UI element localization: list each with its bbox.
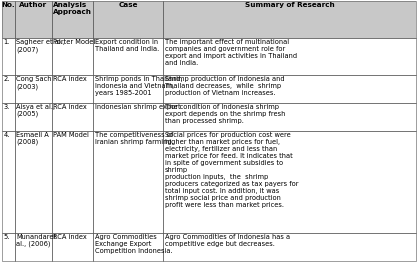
Bar [52, 131, 93, 233]
Text: Agro Commodities of Indonesia has a
competitive edge but decreases.: Agro Commodities of Indonesia has a comp… [165, 234, 290, 247]
Bar [163, 1, 416, 38]
Bar [15, 38, 52, 75]
Text: Analysis
Approach: Analysis Approach [53, 2, 92, 15]
Bar [15, 75, 52, 103]
Bar [163, 38, 416, 75]
Bar [2, 1, 15, 38]
Text: 3.: 3. [4, 104, 10, 110]
Bar [163, 103, 416, 131]
Bar [2, 1, 15, 38]
Text: Aisya et al.,
(2005): Aisya et al., (2005) [16, 104, 55, 117]
Bar [93, 38, 163, 75]
Bar [93, 131, 163, 233]
Bar [15, 75, 52, 103]
Text: Case: Case [119, 2, 138, 8]
Bar [15, 103, 52, 131]
Bar [163, 103, 416, 131]
Bar [2, 38, 15, 75]
Bar [15, 1, 52, 38]
Bar [93, 233, 163, 261]
Text: Porter Model: Porter Model [54, 39, 96, 45]
Text: Munandaret
al., (2006): Munandaret al., (2006) [16, 234, 56, 247]
Text: Summary of Research: Summary of Research [245, 2, 334, 8]
Text: The condition of Indonesia shrimp
export depends on the shrimp fresh
than proces: The condition of Indonesia shrimp export… [165, 104, 285, 124]
Bar [2, 103, 15, 131]
Bar [52, 103, 93, 131]
Bar [163, 38, 416, 75]
Bar [2, 131, 15, 233]
Text: The competitiveness of
Iranian shrimp farming.: The competitiveness of Iranian shrimp fa… [95, 132, 173, 145]
Text: 2.: 2. [4, 76, 10, 82]
Bar [2, 38, 15, 75]
Bar [52, 75, 93, 103]
Bar [93, 233, 163, 261]
Text: Shrimp ponds in Thailand,
Indonesia and Vietnam,
years 1985-2001: Shrimp ponds in Thailand, Indonesia and … [95, 76, 182, 96]
Text: Cong Sach
(2003): Cong Sach (2003) [16, 76, 52, 90]
Bar [15, 38, 52, 75]
Bar [163, 75, 416, 103]
Text: Author: Author [19, 2, 47, 8]
Bar [2, 75, 15, 103]
Bar [2, 75, 15, 103]
Bar [52, 38, 93, 75]
Bar [93, 38, 163, 75]
Bar [15, 233, 52, 261]
Bar [52, 233, 93, 261]
Bar [52, 38, 93, 75]
Text: Social prices for production cost were
higher than market prices for fuel,
elect: Social prices for production cost were h… [165, 132, 298, 208]
Bar [52, 1, 93, 38]
Text: Sagheer et al.,
(2007): Sagheer et al., (2007) [16, 39, 65, 53]
Bar [163, 75, 416, 103]
Text: Indonesian shrimp export: Indonesian shrimp export [95, 104, 181, 110]
Text: Esmaeli A
(2008): Esmaeli A (2008) [16, 132, 49, 145]
Text: No.: No. [2, 2, 15, 8]
Text: Agro Commodities
Exchange Export
Competition Indonesia.: Agro Commodities Exchange Export Competi… [95, 234, 173, 254]
Text: 1.: 1. [4, 39, 10, 45]
Text: RCA index: RCA index [54, 76, 87, 82]
Bar [163, 131, 416, 233]
Bar [52, 131, 93, 233]
Text: RCA index: RCA index [54, 234, 87, 240]
Bar [93, 1, 163, 38]
Bar [163, 233, 416, 261]
Bar [52, 75, 93, 103]
Bar [15, 131, 52, 233]
Bar [93, 75, 163, 103]
Bar [163, 131, 416, 233]
Bar [52, 233, 93, 261]
Bar [163, 1, 416, 38]
Text: 5.: 5. [4, 234, 10, 240]
Bar [93, 103, 163, 131]
Bar [93, 131, 163, 233]
Text: The important effect of multinational
companies and government role for
export a: The important effect of multinational co… [165, 39, 297, 66]
Bar [15, 131, 52, 233]
Bar [93, 1, 163, 38]
Bar [2, 131, 15, 233]
Bar [163, 233, 416, 261]
Bar [52, 1, 93, 38]
Bar [93, 75, 163, 103]
Text: 4.: 4. [4, 132, 10, 138]
Bar [2, 233, 15, 261]
Bar [52, 103, 93, 131]
Text: PAM Model: PAM Model [54, 132, 89, 138]
Bar [15, 233, 52, 261]
Text: Shrimp production of Indonesia and
Thailand decreases,  while  shrimp
production: Shrimp production of Indonesia and Thail… [165, 76, 285, 96]
Bar [15, 1, 52, 38]
Text: RCA index: RCA index [54, 104, 87, 110]
Bar [93, 103, 163, 131]
Text: Export condition in
Thailand and India.: Export condition in Thailand and India. [95, 39, 159, 52]
Bar [2, 233, 15, 261]
Bar [2, 103, 15, 131]
Bar [15, 103, 52, 131]
